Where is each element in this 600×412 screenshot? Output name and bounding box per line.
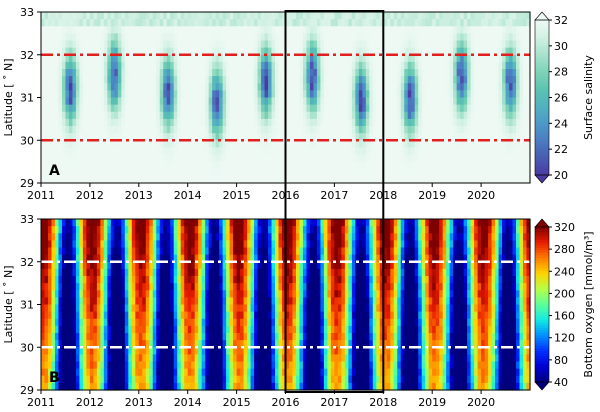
x-tick-label: 2013 [125, 189, 153, 202]
colorbar-tick-label: 32 [554, 14, 568, 27]
x-tick-label: 2011 [27, 396, 55, 409]
x-tick-label: 2019 [418, 189, 446, 202]
colorbar-min-extension [534, 174, 550, 184]
y-tick-label: 29 [20, 177, 34, 190]
x-tick-label: 2020 [467, 396, 495, 409]
colorbar-frame [534, 226, 550, 383]
y-axis-label: Latitude [ ˚ N] [2, 265, 15, 343]
colorbar-min-extension [534, 381, 550, 391]
heatmap-field [41, 219, 531, 391]
panel-b: 2011 2012 2013 2014 2015 2016 2017 2018 2019 2020… [2, 213, 595, 409]
colorbar-tick-label: 280 [554, 243, 575, 256]
y-tick-label: 33 [20, 6, 34, 19]
x-tick-label: 2019 [418, 396, 446, 409]
colorbar-tick-label: 200 [554, 287, 575, 300]
y-tick-label: 30 [20, 134, 34, 147]
x-tick-label: 2017 [320, 396, 348, 409]
y-tick-label: 33 [20, 213, 34, 226]
colorbar-label: Bottom oxygen [mmol/m³] [582, 231, 595, 377]
x-tick-label: 2012 [76, 189, 104, 202]
colorbar-tick-label: 240 [554, 265, 575, 278]
x-tick-label: 2017 [320, 189, 348, 202]
x-tick-label: 2014 [174, 396, 202, 409]
x-tick-label: 2011 [27, 189, 55, 202]
panel-a: 2011 2012 2013 2014 2015 2016 2017 2018 2019 2020… [2, 6, 595, 202]
colorbar-tick-label: 20 [554, 169, 568, 182]
colorbar-label: Surface salinity [582, 55, 595, 140]
y-axis-label: Latitude [ ˚ N] [2, 58, 15, 136]
colorbar-tick-label: 80 [554, 354, 568, 367]
colorbar-tick-label: 30 [554, 40, 568, 53]
x-tick-label: 2016 [272, 396, 300, 409]
colorbar-tick-label: 26 [554, 92, 568, 105]
colorbar: 40 80 120 160 200 240 280 320 Bottom oxygen [mmo… [534, 218, 595, 391]
colorbar-max-extension [534, 11, 550, 21]
colorbar-tick-label: 120 [554, 332, 575, 345]
x-tick-label: 2012 [76, 396, 104, 409]
x-tick-label: 2018 [369, 396, 397, 409]
y-tick-label: 32 [20, 49, 34, 62]
colorbar: 20 22 24 26 28 30 32 Surface salinity [534, 11, 595, 184]
colorbar-tick-label: 22 [554, 143, 568, 156]
panel-label: A [49, 163, 60, 179]
heatmap-field [41, 12, 531, 184]
colorbar-max-extension [534, 218, 550, 228]
y-tick-label: 31 [20, 92, 34, 105]
x-tick-label: 2020 [467, 189, 495, 202]
x-tick-label: 2014 [174, 189, 202, 202]
colorbar-tick-label: 320 [554, 221, 575, 234]
y-tick-label: 31 [20, 299, 34, 312]
x-tick-label: 2015 [223, 396, 251, 409]
colorbar-tick-label: 28 [554, 66, 568, 79]
x-tick-label: 2015 [223, 189, 251, 202]
y-tick-label: 32 [20, 256, 34, 269]
highlight-box [284, 10, 385, 393]
panel-label: B [49, 370, 60, 386]
colorbar-tick-label: 160 [554, 310, 575, 323]
y-tick-label: 29 [20, 384, 34, 397]
colorbar-tick-label: 24 [554, 117, 568, 130]
x-tick-label: 2013 [125, 396, 153, 409]
y-tick-label: 30 [20, 341, 34, 354]
colorbar-tick-label: 40 [554, 376, 568, 389]
